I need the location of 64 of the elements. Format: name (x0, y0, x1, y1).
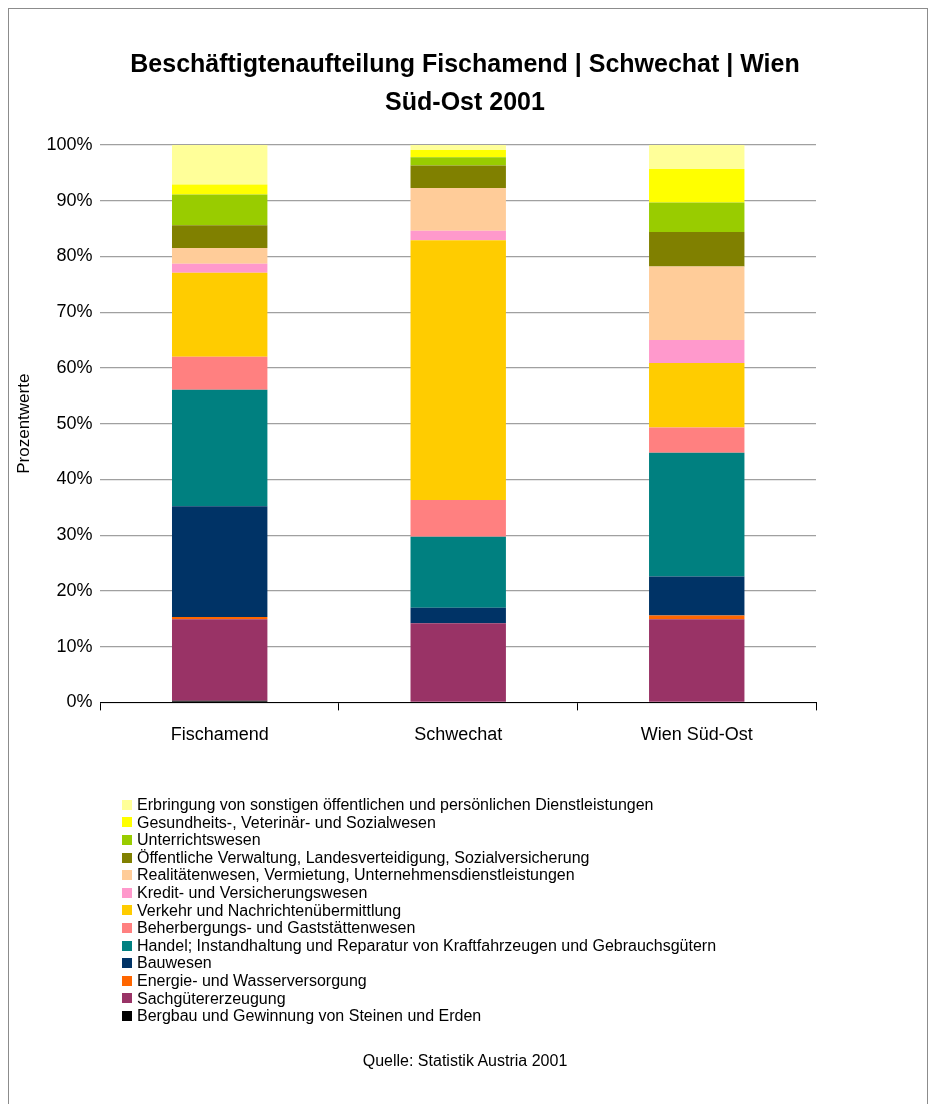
source-note: Quelle: Statistik Austria 2001 (361, 1052, 569, 1070)
x-tick-label: Schwechat (414, 724, 503, 745)
bar (171, 272, 268, 357)
bar (171, 506, 268, 618)
x-tick-label: Wien Süd-Ost (640, 724, 753, 745)
y-tick-label: 20% (56, 579, 93, 600)
bar (410, 623, 506, 702)
bar (171, 225, 268, 249)
y-tick-label: 30% (56, 524, 93, 545)
bar (649, 615, 745, 620)
bar (171, 184, 268, 195)
y-tick-label: 60% (56, 356, 93, 377)
legend-label: Unterrichtswesen (137, 831, 261, 849)
bar (649, 340, 745, 363)
y-tick-label: 40% (56, 468, 93, 489)
x-tick-label: Fischamend (170, 724, 269, 745)
y-tick-label: 70% (56, 301, 93, 322)
bar (171, 194, 268, 226)
bar (171, 263, 268, 273)
bar (410, 230, 506, 241)
legend-label: Öffentliche Verwaltung, Landesverteidigung, Sozialversicherung (137, 848, 590, 867)
bar (410, 150, 506, 158)
legend-label: Realitätenwesen, Vermietung, Unternehmensdienstleistungen (137, 866, 575, 884)
bar (410, 157, 506, 166)
bar (649, 619, 745, 702)
chart-title: Beschäftigtenaufteilung Fischamend | Schwechat | Wien Süd-Ost 2001 (129, 48, 801, 117)
y-tick-label: 10% (56, 635, 93, 656)
y-tick-label: 50% (56, 412, 93, 433)
bar (410, 165, 506, 188)
bar (410, 145, 506, 151)
legend-label: Gesundheits-, Veterinär- und Sozialwesen (137, 813, 436, 832)
bar (649, 168, 745, 203)
bar (649, 452, 745, 577)
legend-label: Bauwesen (137, 954, 212, 972)
legend-label: Beherbergungs- und Gaststättenwesen (137, 919, 416, 937)
bar (649, 202, 745, 232)
y-tick-label: 80% (56, 245, 93, 266)
bar (171, 248, 268, 264)
bar (410, 187, 506, 231)
bar (410, 607, 506, 624)
legend-label: Bergbau und Gewinnung von Steinen und Erden (137, 1007, 482, 1025)
bar (410, 240, 506, 501)
bar (171, 389, 268, 507)
legend-label: Handel; Instandhaltung und Reparatur von Kraftfahrzeugen und Gebrauchsgütern (137, 936, 717, 955)
bar (649, 427, 745, 453)
bar (171, 145, 268, 185)
legend-label: Energie- und Wasserversorgung (137, 971, 367, 990)
bar (410, 536, 506, 608)
y-axis-title: Prozentwerte (13, 373, 33, 474)
bar (649, 145, 745, 169)
y-tick-label: 100% (46, 133, 93, 154)
y-tick-label: 90% (56, 189, 93, 210)
bar (171, 619, 268, 701)
bar (649, 231, 745, 267)
bar (649, 362, 745, 428)
legend-label: Sachgütererzeugung (137, 989, 286, 1008)
legend-label: Kredit- und Versicherungswesen (137, 883, 368, 902)
legend-label: Verkehr und Nachrichtenübermittlung (137, 901, 402, 920)
bar (171, 356, 268, 390)
bar (410, 500, 506, 537)
y-tick-label: 0% (66, 691, 93, 712)
bar (649, 576, 745, 616)
bar (649, 266, 745, 341)
legend-label: Erbringung von sonstigen öffentlichen und persönlichen Dienstleistungen (137, 796, 654, 814)
